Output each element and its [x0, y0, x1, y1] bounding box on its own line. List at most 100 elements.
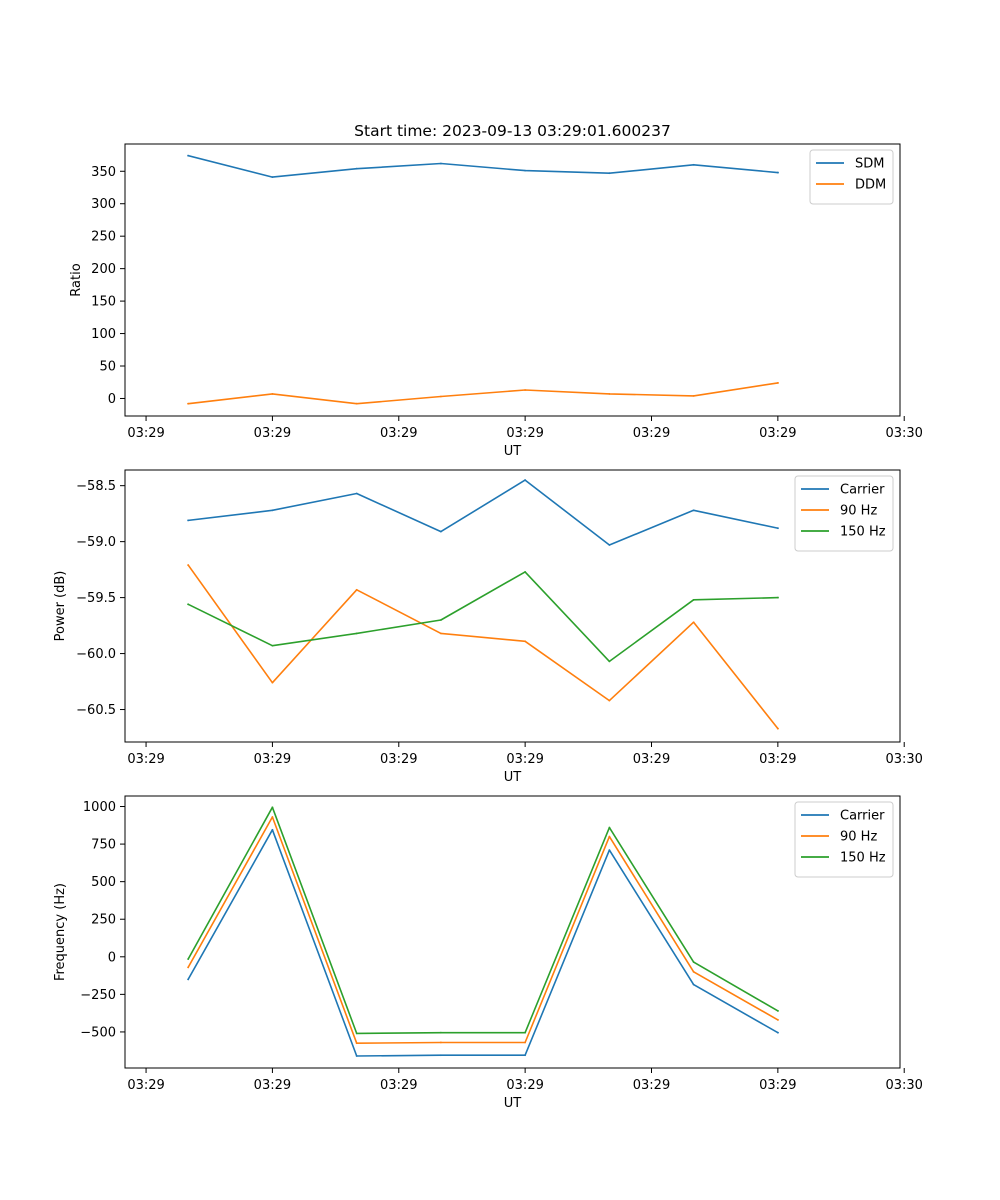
data-point — [355, 492, 358, 495]
legend-label: Carrier — [840, 483, 885, 498]
data-point — [692, 394, 695, 397]
x-tick-label: 03:29 — [127, 752, 164, 767]
x-tick-label: 03:29 — [127, 426, 164, 441]
x-tick-label: 03:29 — [254, 1078, 291, 1093]
data-point — [692, 983, 695, 986]
data-point — [692, 621, 695, 624]
x-axis-label: UT — [504, 770, 522, 785]
y-axis-label: Ratio — [69, 263, 84, 296]
data-point — [524, 640, 527, 643]
x-axis-label: UT — [504, 1096, 522, 1111]
y-tick-label: 300 — [91, 197, 116, 212]
data-point — [608, 172, 611, 175]
y-tick-label: −60.5 — [76, 703, 116, 718]
data-point — [776, 527, 779, 530]
data-point — [187, 564, 190, 567]
x-tick-label: 03:30 — [885, 426, 922, 441]
data-point — [524, 570, 527, 573]
figure-title: Start time: 2023-09-13 03:29:01.600237 — [354, 122, 671, 140]
data-point — [608, 835, 611, 838]
data-point — [692, 970, 695, 973]
y-axis-label: Frequency (Hz) — [53, 883, 68, 981]
legend-frame — [794, 475, 894, 552]
x-tick-label: 03:29 — [380, 752, 417, 767]
data-point — [187, 402, 190, 405]
y-tick-label: 0 — [108, 950, 116, 965]
legend-label: SDM — [855, 157, 884, 172]
data-point — [524, 169, 527, 172]
y-tick-label: −250 — [80, 988, 116, 1003]
data-point — [439, 530, 442, 533]
data-point — [271, 828, 274, 831]
data-point — [439, 1041, 442, 1044]
y-tick-label: 200 — [91, 262, 116, 277]
legend-label: 90 Hz — [840, 504, 877, 519]
series-line-150-hz — [187, 571, 779, 663]
x-axis-label: UT — [504, 444, 522, 459]
x-tick-label: 03:29 — [759, 752, 796, 767]
legend: Carrier 90 Hz 150 Hz — [794, 475, 894, 552]
x-tick-label: 03:29 — [759, 426, 796, 441]
data-point — [608, 393, 611, 395]
data-point — [692, 598, 695, 601]
data-point — [608, 660, 611, 663]
x-tick-label: 03:29 — [380, 1078, 417, 1093]
data-point — [271, 816, 274, 818]
data-point — [271, 681, 274, 684]
data-point — [439, 1031, 442, 1034]
x-tick-label: 03:29 — [506, 752, 543, 767]
y-tick-label: 250 — [91, 913, 116, 928]
y-tick-label: 500 — [91, 875, 116, 890]
series-line-carrier — [187, 828, 779, 1057]
data-point — [187, 958, 190, 960]
series-line-sdm — [187, 154, 779, 178]
data-point — [355, 402, 358, 405]
data-point — [608, 826, 611, 829]
legend: SDM DDM — [809, 149, 894, 205]
data-point — [439, 395, 442, 398]
data-point — [524, 1031, 527, 1034]
data-point — [524, 1054, 527, 1057]
x-tick-label: 03:29 — [506, 426, 543, 441]
x-tick-label: 03:29 — [127, 1078, 164, 1093]
panel-2: 03:29 03:29 03:29 03:29 03:29 03:29 03:30 −60.5… — [53, 469, 923, 785]
data-point — [524, 1041, 527, 1044]
series-line-ddm — [187, 381, 779, 405]
x-tick-label: 03:29 — [380, 426, 417, 441]
data-point — [187, 978, 190, 981]
x-tick-label: 03:29 — [254, 426, 291, 441]
data-point — [355, 588, 358, 591]
y-tick-label: 350 — [91, 165, 116, 180]
data-point — [439, 1054, 442, 1057]
data-point — [692, 163, 695, 166]
plot-frame — [124, 469, 901, 743]
data-point — [776, 596, 779, 599]
y-tick-label: 1000 — [83, 800, 116, 815]
data-point — [776, 727, 779, 730]
data-point — [355, 632, 358, 635]
series-line-90-hz — [187, 563, 780, 730]
y-tick-label: 250 — [91, 230, 116, 245]
data-point — [271, 509, 274, 512]
series-line-carrier — [187, 479, 779, 546]
data-point — [524, 389, 527, 391]
data-point — [355, 1055, 358, 1057]
data-point — [355, 1032, 358, 1035]
data-point — [187, 519, 190, 522]
x-tick-label: 03:30 — [885, 752, 922, 767]
y-tick-label: −59.0 — [76, 535, 116, 550]
data-point — [776, 171, 779, 174]
x-tick-label: 03:29 — [633, 1078, 670, 1093]
data-point — [692, 961, 695, 963]
panel-3: 03:29 03:29 03:29 03:29 03:29 03:29 03:30 −500 −… — [53, 795, 923, 1111]
series-line-150-hz — [187, 806, 779, 1035]
data-point — [608, 544, 611, 546]
x-tick-label: 03:30 — [885, 1078, 922, 1093]
y-tick-label: 150 — [91, 295, 116, 310]
data-point — [187, 966, 190, 969]
legend: Carrier 90 Hz 150 Hz — [794, 801, 894, 878]
legend-label: DDM — [855, 178, 886, 193]
legend-label: 90 Hz — [840, 830, 877, 845]
data-point — [439, 632, 442, 635]
